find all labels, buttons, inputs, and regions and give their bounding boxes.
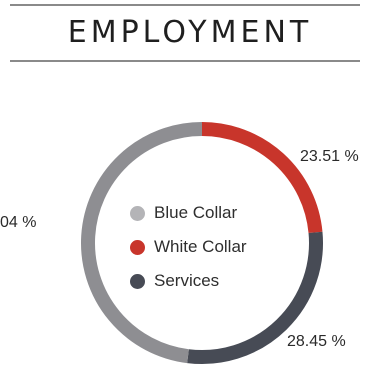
legend-swatch-services — [130, 273, 145, 289]
pct-label-blue-collar: 04 % — [0, 214, 37, 231]
legend-swatch-blue-collar — [130, 205, 145, 221]
legend-item-services: Services — [130, 264, 247, 298]
title-rule-bottom — [10, 60, 360, 62]
title-rule-top — [10, 4, 360, 6]
chart-title: EMPLOYMENT — [67, 15, 313, 50]
donut-slice-white-collar — [201, 122, 323, 234]
legend-label-services: Services — [154, 271, 220, 290]
legend-item-white-collar: White Collar — [130, 230, 247, 264]
donut-slice-services — [187, 231, 323, 364]
legend-swatch-white-collar — [130, 239, 145, 255]
donut-slice-blue-collar — [81, 122, 203, 364]
legend-label-blue-collar: Blue Collar — [154, 203, 238, 222]
legend-item-blue-collar: Blue Collar — [130, 196, 247, 230]
legend: Blue Collar White Collar Services — [130, 196, 247, 298]
legend-label-white-collar: White Collar — [154, 237, 247, 256]
pct-label-white-collar: 23.51 % — [300, 148, 359, 165]
pct-label-services: 28.45 % — [287, 333, 346, 350]
